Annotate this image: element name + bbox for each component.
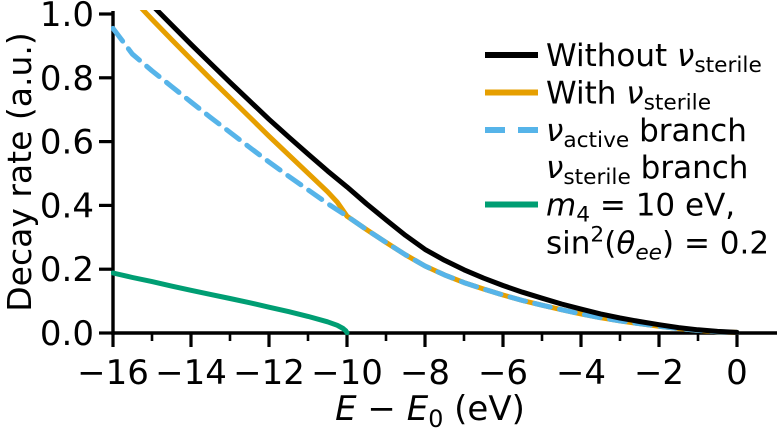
y-tick-label: 0.4 bbox=[40, 186, 94, 226]
y-tick-label: 0.0 bbox=[40, 314, 94, 354]
legend-item: With νsterile bbox=[485, 76, 711, 116]
x-tick-label: 0 bbox=[726, 353, 748, 393]
legend-label: Without νsterile bbox=[546, 38, 762, 78]
x-axis-label: E − E0 (eV) bbox=[335, 389, 525, 428]
legend-label: sin2(θee) = 0.2 bbox=[546, 223, 769, 266]
x-axis-tick-labels: −16 −14 −12 −10 −8 −6 −4 −2 0 bbox=[77, 353, 748, 393]
y-axis-label: Decay rate (a.u.) bbox=[0, 32, 39, 312]
legend-label: νactive branch bbox=[546, 113, 747, 153]
legend-label: m4 = 10 eV, bbox=[546, 188, 735, 228]
y-tick-label: 0.6 bbox=[40, 123, 94, 163]
legend-item: m4 = 10 eV, bbox=[485, 188, 735, 228]
y-tick-label: 0.2 bbox=[40, 250, 94, 290]
y-axis-ticks bbox=[99, 12, 113, 335]
legend-label: νsterile branch bbox=[546, 150, 748, 190]
y-tick-label: 1.0 bbox=[40, 0, 94, 35]
legend-label: With νsterile bbox=[546, 76, 711, 116]
x-tick-label: −6 bbox=[478, 353, 528, 393]
x-tick-label: −4 bbox=[556, 353, 606, 393]
legend-item: Without νsterile bbox=[485, 38, 762, 78]
curve-area bbox=[111, 10, 740, 336]
legend-item: sin2(θee) = 0.2 bbox=[546, 223, 769, 266]
curve-sterile-branch bbox=[111, 270, 350, 336]
curve-without-sterile bbox=[153, 10, 740, 335]
x-tick-label: −14 bbox=[155, 353, 227, 393]
y-axis-tick-labels: 0.0 0.2 0.4 0.6 0.8 1.0 bbox=[40, 0, 94, 354]
x-tick-label: −12 bbox=[233, 353, 305, 393]
legend-item: νsterile branch bbox=[546, 150, 748, 190]
y-tick-label: 0.8 bbox=[40, 59, 94, 99]
x-tick-label: −16 bbox=[77, 353, 149, 393]
x-axis-ticks bbox=[111, 333, 739, 347]
x-tick-label: −10 bbox=[311, 353, 383, 393]
x-tick-label: −8 bbox=[400, 353, 450, 393]
x-tick-label: −2 bbox=[634, 353, 684, 393]
legend-item: νactive branch bbox=[485, 113, 747, 153]
